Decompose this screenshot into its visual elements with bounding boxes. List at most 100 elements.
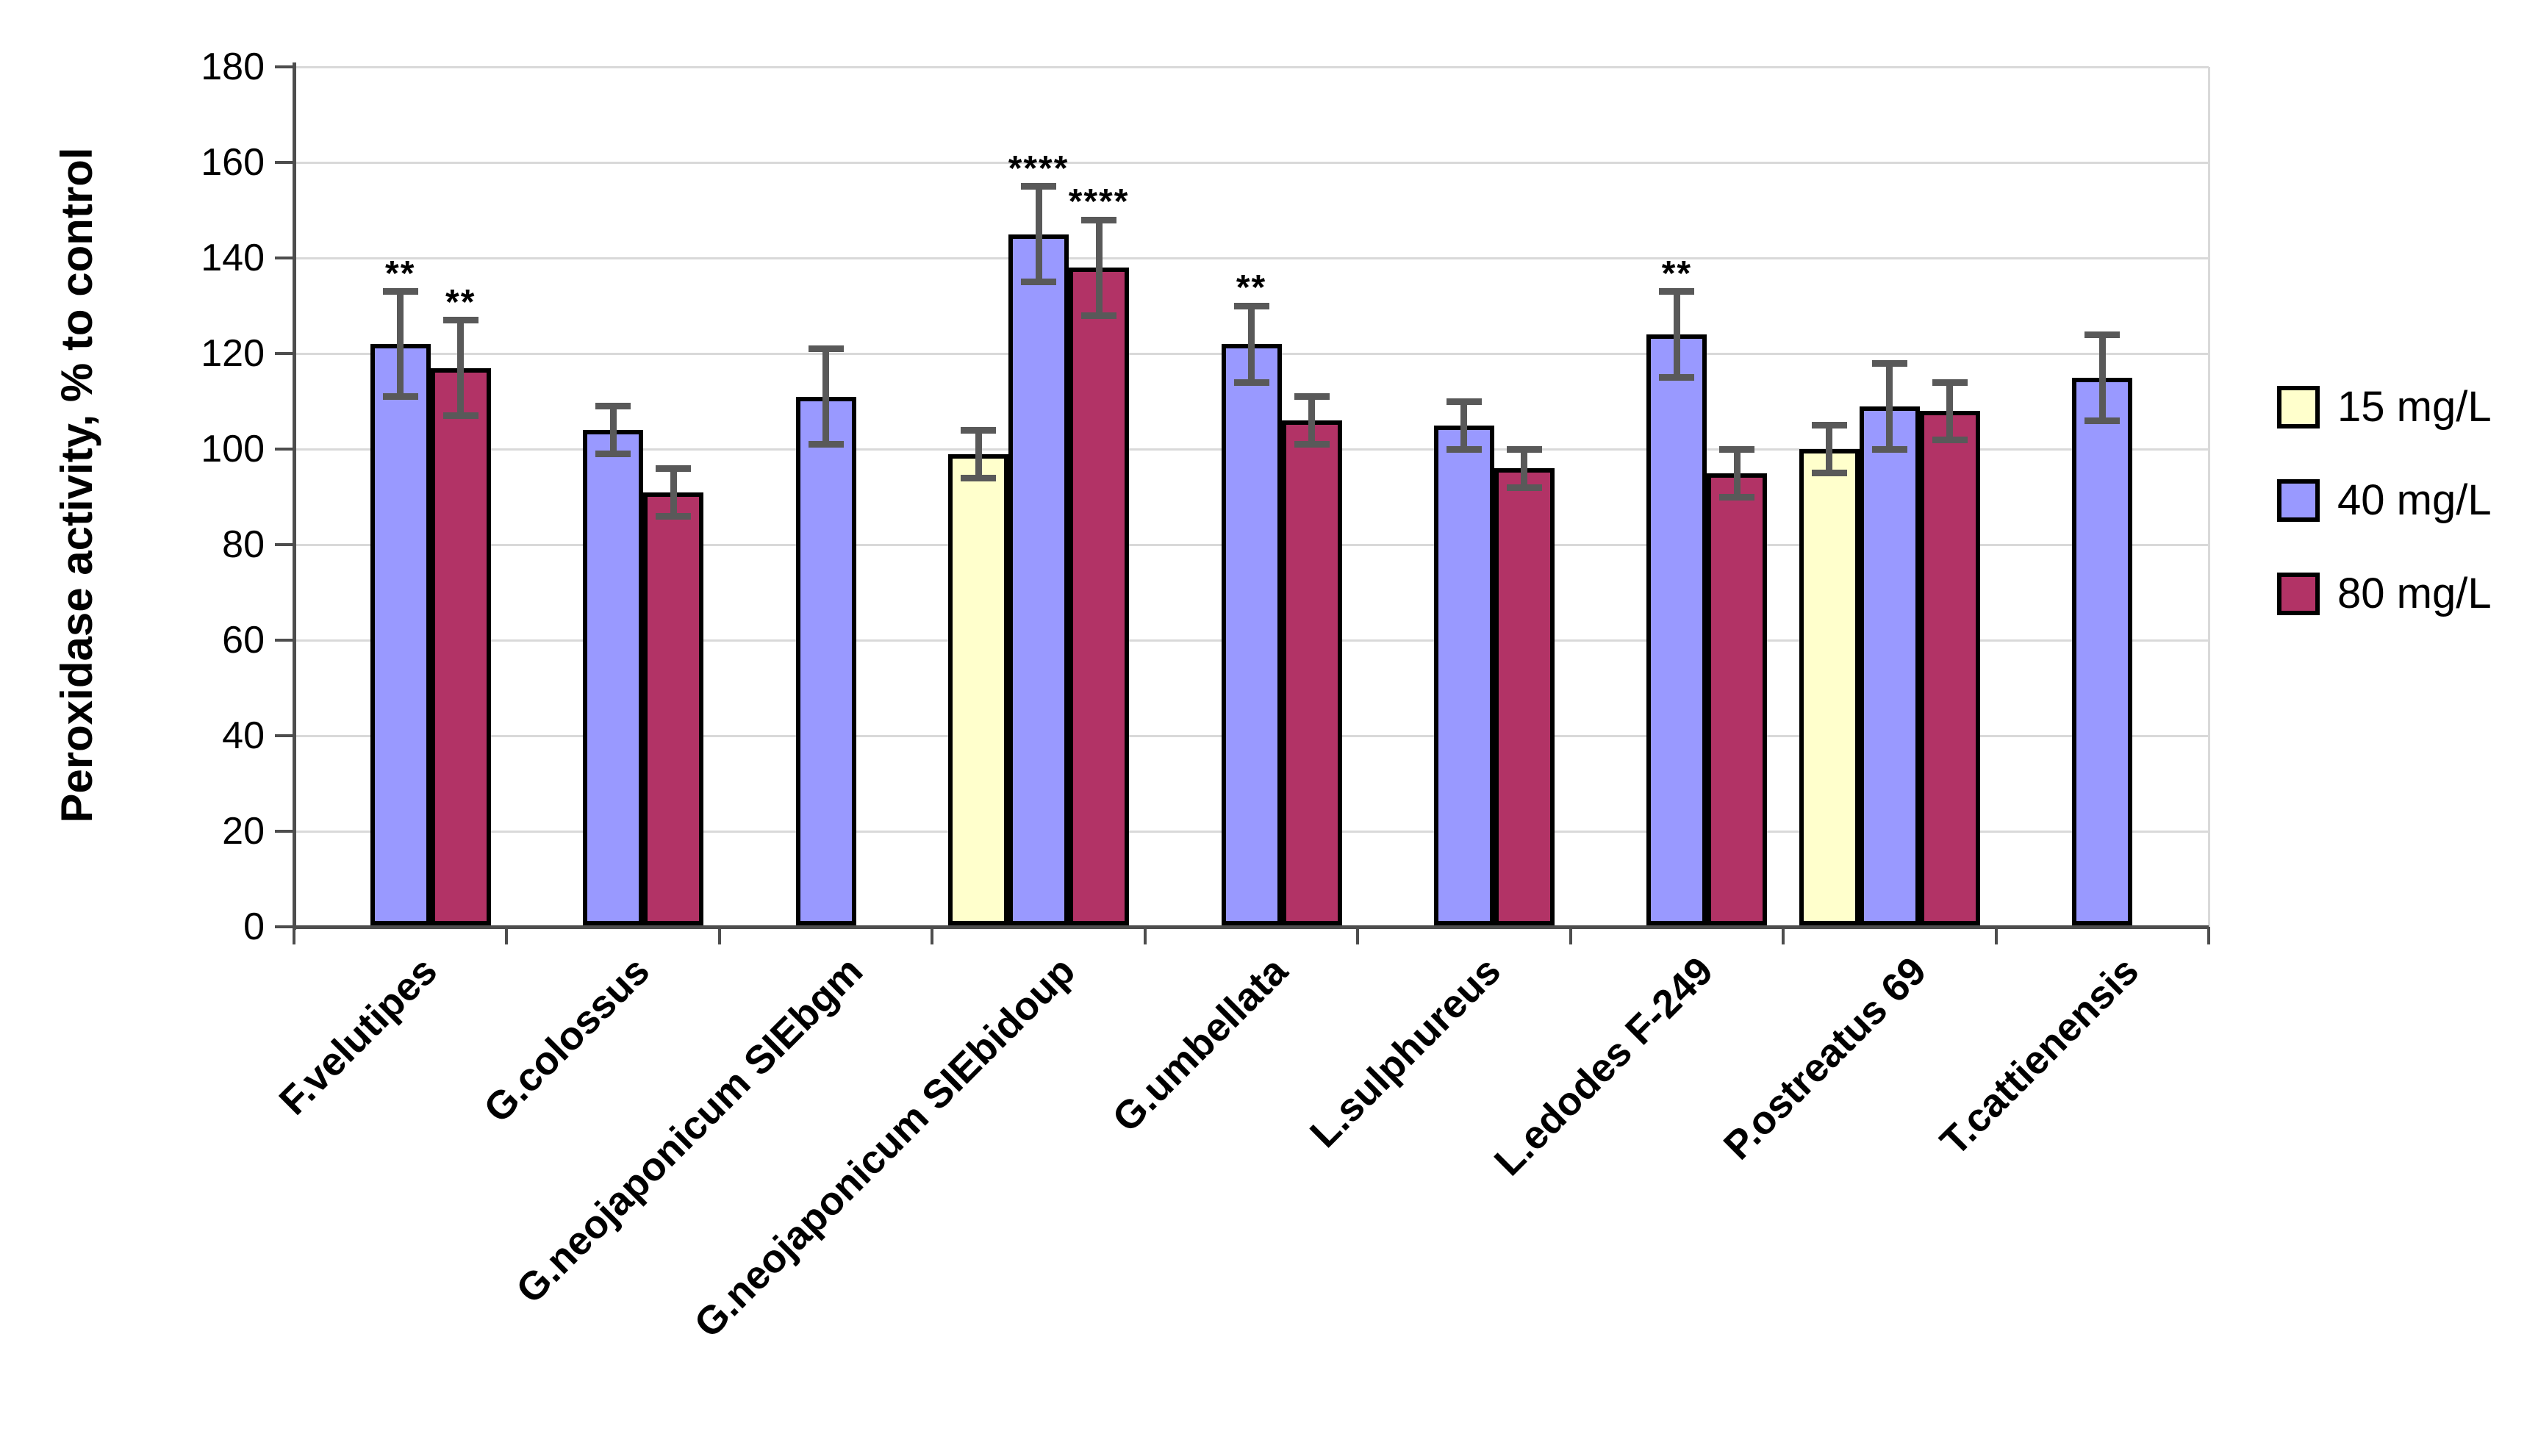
x-category-label: L.edodes F-249: [1486, 948, 1722, 1185]
error-bar-cap: [1294, 393, 1330, 400]
error-bar-cap: [1446, 398, 1482, 405]
legend-swatch-80mgL: [2277, 572, 2320, 615]
bar: [1859, 406, 1920, 925]
error-bar-cap: [1659, 288, 1695, 295]
y-tick-label: 20: [222, 810, 265, 853]
x-category-label: P.ostreatus 69: [1715, 948, 1935, 1169]
y-tick-label: 120: [201, 332, 265, 375]
error-bar-cap: [1932, 436, 1968, 443]
error-bar-cap: [595, 451, 631, 457]
error-bar-cap: [1506, 445, 1542, 453]
legend: 15 mg/L 40 mg/L 80 mg/L: [2277, 382, 2492, 618]
bar: [430, 367, 491, 925]
error-bar-cap: [1659, 374, 1695, 381]
bar: [643, 492, 704, 925]
legend-item: 15 mg/L: [2277, 382, 2492, 431]
bar: [1494, 468, 1555, 925]
error-bar-cap: [442, 317, 478, 323]
error-bar-cap: [1021, 279, 1057, 285]
error-bar: [397, 291, 404, 397]
y-tick-label: 140: [201, 237, 265, 279]
error-bar-cap: [1446, 445, 1482, 453]
error-bar-cap: [2084, 331, 2121, 338]
y-axis-tick: [275, 161, 294, 164]
error-bar-cap: [382, 288, 418, 295]
error-bar-cap: [1871, 359, 1907, 367]
error-bar: [1673, 291, 1680, 378]
error-bar: [1308, 396, 1315, 445]
x-axis-tick: [717, 927, 721, 944]
x-axis-tick: [1994, 927, 1998, 944]
x-category-label: T.cattienensis: [1932, 948, 2148, 1164]
y-tick-label: 80: [222, 523, 265, 566]
bar: [795, 396, 856, 925]
bar: [1281, 420, 1342, 925]
plot-right-border: [2208, 67, 2210, 927]
significance-stars: **: [1236, 268, 1267, 307]
error-bar: [975, 430, 982, 478]
error-bar-cap: [1021, 183, 1057, 190]
x-axis-tick: [505, 927, 509, 944]
x-category-label: G.umbellata: [1104, 948, 1297, 1141]
y-tick-label: 40: [222, 714, 265, 757]
legend-label: 15 mg/L: [2337, 383, 2492, 431]
error-bar: [1886, 363, 1893, 449]
error-bar-cap: [1081, 216, 1117, 223]
error-bar-cap: [2084, 417, 2121, 424]
error-bar: [457, 320, 465, 416]
error-bar-cap: [808, 345, 844, 352]
x-axis-tick: [1569, 927, 1572, 944]
gridline: [294, 66, 2209, 68]
x-category-label: F.velutipes: [270, 948, 445, 1124]
gridline: [294, 257, 2209, 259]
legend-swatch-40mgL: [2277, 478, 2320, 522]
legend-item: 40 mg/L: [2277, 476, 2492, 525]
legend-label: 40 mg/L: [2337, 476, 2492, 524]
error-bar-cap: [1719, 445, 1755, 453]
error-bar: [1095, 220, 1103, 315]
significance-stars: ****: [1008, 148, 1069, 188]
bar: [2072, 377, 2133, 925]
error-bar-cap: [1719, 493, 1755, 501]
error-bar: [609, 406, 617, 454]
error-bar-cap: [1081, 312, 1117, 319]
error-bar-cap: [595, 403, 631, 409]
error-bar-cap: [1932, 379, 1968, 386]
x-axis-tick: [293, 927, 295, 944]
y-axis-line: [293, 62, 296, 930]
x-axis-tick: [1356, 927, 1360, 944]
y-axis-tick: [275, 830, 294, 833]
y-axis-title: Peroxidase activity, % to control: [52, 147, 101, 823]
error-bar: [1521, 449, 1528, 487]
x-category-label: G.neojaponicum SIEbgm: [507, 948, 871, 1313]
error-bar-cap: [1871, 445, 1907, 453]
x-axis-tick: [931, 927, 934, 944]
legend-swatch-15mgL: [2277, 385, 2320, 428]
error-bar-cap: [1294, 441, 1330, 448]
x-axis-tick: [2207, 927, 2210, 944]
bar: [948, 453, 1009, 925]
error-bar-cap: [961, 474, 997, 481]
y-tick-label: 100: [201, 428, 265, 470]
significance-stars: **: [385, 254, 416, 293]
y-axis-tick: [275, 543, 294, 546]
x-category-label: G.neojaponicum SIEbidoup: [686, 948, 1084, 1346]
x-axis-line: [294, 925, 2209, 929]
y-tick-label: 60: [222, 619, 265, 661]
error-bar-cap: [382, 393, 418, 400]
significance-stars: **: [1661, 254, 1693, 293]
bar: [1707, 473, 1768, 925]
significance-stars: **: [445, 282, 476, 322]
y-tick-label: 160: [201, 141, 265, 184]
x-category-label: G.colossus: [476, 948, 659, 1131]
error-bar: [670, 468, 677, 516]
error-bar-cap: [656, 465, 692, 472]
error-bar-cap: [1233, 302, 1269, 309]
legend-item: 80 mg/L: [2277, 569, 2492, 618]
bar: [583, 430, 644, 925]
x-axis-tick: [1143, 927, 1147, 944]
gridline: [294, 162, 2209, 164]
bar: [1008, 234, 1069, 925]
error-bar-cap: [1811, 422, 1847, 428]
